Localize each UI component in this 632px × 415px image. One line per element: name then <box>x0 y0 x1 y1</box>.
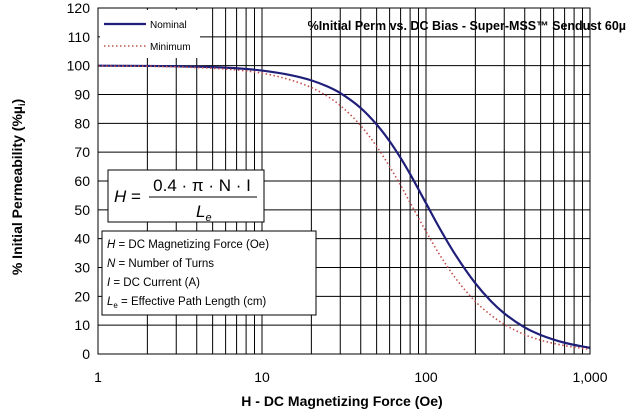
chart-title: %Initial Perm vs. DC Bias - Super-MSS™ S… <box>308 19 626 33</box>
series-line-minimum <box>97 65 591 351</box>
y-tick-label: 60 <box>74 173 90 189</box>
legend-label-nominal: Nominal <box>150 20 187 31</box>
x-tick-label: 10 <box>254 369 270 385</box>
definition-n: N = Number of Turns <box>107 258 214 270</box>
definition-h: H = DC Magnetizing Force (Oe) <box>107 239 269 251</box>
formula-numerator: 0.4 · π · N · I <box>153 176 251 195</box>
series-lines <box>97 64 591 351</box>
y-axis-title: % Initial Permeability (%µi) <box>9 99 27 275</box>
series-line-nominal <box>97 64 591 350</box>
definition-n-symbol: N <box>107 258 116 270</box>
x-tick-label: 1 <box>94 369 102 385</box>
definition-le-text: = Effective Path Length (cm) <box>118 296 267 308</box>
definition-h-text: = DC Magnetizing Force (Oe) <box>115 239 269 251</box>
definition-i-symbol: I <box>107 277 111 289</box>
plot-area-frame <box>97 7 591 355</box>
y-tick-label: 0 <box>82 346 90 362</box>
y-axis-title-main: % Initial Permeability (%µ <box>9 106 25 275</box>
definition-le-sub: e <box>113 301 118 310</box>
y-tick-label: 20 <box>74 288 90 304</box>
y-axis-title-close: ) <box>9 99 25 104</box>
formula-frame <box>107 169 265 223</box>
formula-equals: = <box>131 187 141 206</box>
y-tick-label: 30 <box>74 260 90 276</box>
legend-box <box>100 10 200 58</box>
formula-lhs: H <box>114 187 127 206</box>
formula-denominator-sub: e <box>205 212 211 224</box>
formula-denominator-main: L <box>196 202 205 221</box>
y-tick-label: 80 <box>74 115 90 131</box>
definitions-frame <box>101 230 317 316</box>
definitions-box: H = DC Magnetizing Force (Oe) N = Number… <box>101 230 317 316</box>
legend: Nominal Minimum <box>100 10 200 58</box>
y-tick-label: 10 <box>74 317 90 333</box>
definition-n-text: = Number of Turns <box>115 258 214 270</box>
definition-le-symbol: L <box>107 296 113 308</box>
y-tick-label: 50 <box>74 202 90 218</box>
y-axis-title-sub: i <box>17 104 27 107</box>
definition-i: I = DC Current (A) <box>107 277 200 289</box>
y-tick-label: 100 <box>67 58 91 74</box>
definition-i-text: = DC Current (A) <box>110 277 200 289</box>
formula-box: H = 0.4 · π · N · I Le <box>107 169 265 224</box>
y-tick-label: 90 <box>74 87 90 103</box>
x-tick-label: 100 <box>414 369 438 385</box>
legend-label-minimum: Minimum <box>150 42 191 53</box>
x-axis-title: H - DC Magnetizing Force (Oe) <box>241 393 442 409</box>
definition-le: Le = Effective Path Length (cm) <box>107 296 266 310</box>
y-tick-label: 40 <box>74 231 90 247</box>
y-tick-label: 70 <box>74 144 90 160</box>
y-tick-label: 120 <box>67 0 91 16</box>
x-tick-label: 1,000 <box>572 369 607 385</box>
formula-denominator: Le <box>196 202 212 224</box>
y-tick-label: 110 <box>68 29 91 45</box>
definition-h-symbol: H <box>107 239 116 251</box>
